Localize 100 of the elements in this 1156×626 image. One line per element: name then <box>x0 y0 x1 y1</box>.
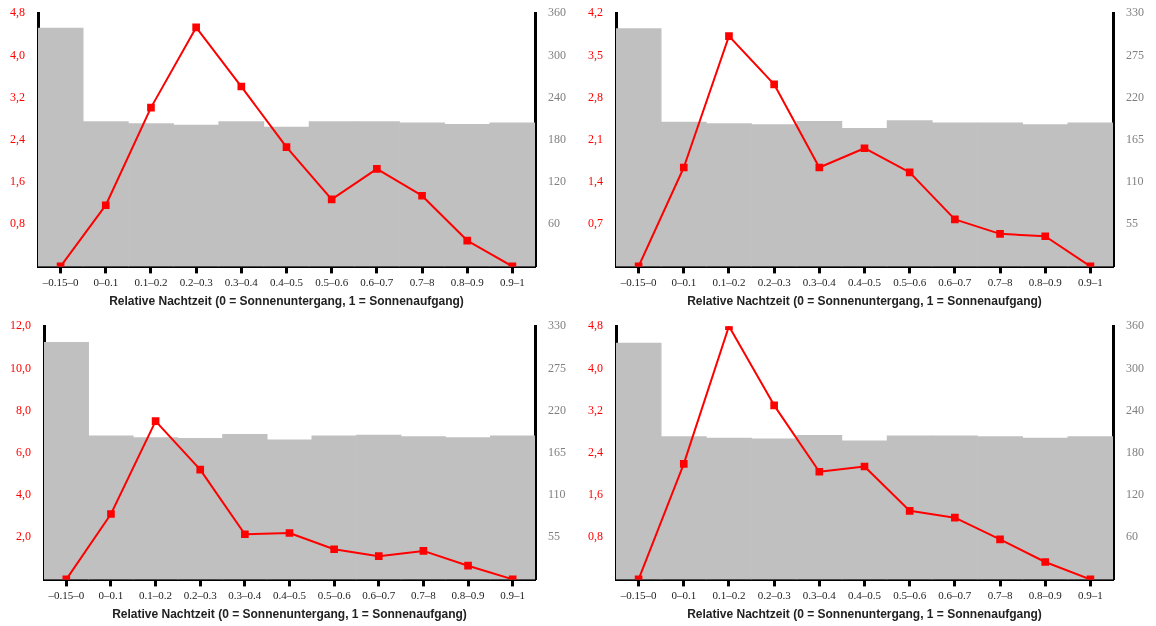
point <box>330 545 338 554</box>
y-tick-label: 1,6 <box>10 174 25 189</box>
y-tick-label: 4,0 <box>16 487 31 502</box>
point <box>147 103 155 112</box>
x-tick-label: 0.7–8 <box>409 275 435 288</box>
y2-tick-label: 60 <box>548 216 560 231</box>
point <box>241 530 249 539</box>
point <box>1041 558 1050 566</box>
point <box>151 417 160 425</box>
x-tick-label: –0.15–0 <box>619 275 657 288</box>
x-tick-label: 0.2–0.3 <box>183 588 218 601</box>
x-tick-label: 0.6–0.7 <box>360 275 394 288</box>
x-tick-label: 0.8–0.9 <box>450 275 485 288</box>
y2-tick-label: 165 <box>548 444 566 459</box>
x-tick-label: 0.3–0.4 <box>228 588 262 601</box>
point <box>464 561 472 570</box>
y-tick-label: 12,0 <box>10 318 31 333</box>
x-tick-label: 0–0.1 <box>671 275 697 288</box>
y2-tick-label: 360 <box>1126 318 1144 333</box>
point <box>107 510 115 518</box>
y2-tick-label: 360 <box>548 5 566 20</box>
point <box>282 143 291 152</box>
y-tick-label: 3,2 <box>10 89 25 104</box>
y-tick-label: 4,0 <box>10 47 25 62</box>
x-tick-label: 0.3–0.4 <box>802 275 837 288</box>
x-tick-label: 0.4–0.5 <box>848 588 882 601</box>
point <box>951 215 959 224</box>
x-axis-title: Relative Nachtzeit (0 = Sonnenuntergang, 1 = Sonnenaufgang) <box>687 607 1042 622</box>
y2-tick-label: 110 <box>1126 174 1144 189</box>
y2-tick-label: 275 <box>548 360 566 375</box>
point <box>815 163 824 172</box>
y-tick-label: 6,0 <box>16 444 31 459</box>
x-tick-label: 0.7–8 <box>987 275 1013 288</box>
y-tick-label: 2,4 <box>588 444 603 459</box>
y2-tick-label: 240 <box>548 89 566 104</box>
x-tick-label: 0.9–1 <box>1078 275 1103 288</box>
x-tick-label: –0.15–0 <box>47 588 85 601</box>
point <box>905 168 914 177</box>
point <box>237 82 246 91</box>
y-tick-label: 1,6 <box>588 487 603 502</box>
x-tick-label: 0.1–0.2 <box>134 275 168 288</box>
x-tick-label: 0.2–0.3 <box>757 275 792 288</box>
y2-tick-label: 330 <box>1126 5 1144 20</box>
y2-tick-label: 120 <box>1126 487 1144 502</box>
x-tick-label: 0.6–0.7 <box>362 588 396 601</box>
y-tick-label: 2,4 <box>10 131 25 146</box>
y-tick-label: 4,2 <box>588 5 603 20</box>
x-tick-label: 0.9–1 <box>500 588 526 601</box>
y2-tick-label: 180 <box>1126 444 1144 459</box>
point <box>679 163 688 172</box>
x-tick-label: 0.6–0.7 <box>938 275 972 288</box>
point <box>418 191 426 200</box>
x-tick-label: 0.8–0.9 <box>1028 275 1063 288</box>
point <box>951 513 959 522</box>
x-tick-label: 0.4–0.5 <box>270 275 304 288</box>
point <box>196 465 205 474</box>
point <box>679 460 688 468</box>
y-tick-label: 8,0 <box>16 402 31 417</box>
y-tick-label: 10,0 <box>10 360 31 375</box>
point <box>770 401 778 410</box>
x-tick-label: 0.4–0.5 <box>273 588 307 601</box>
point <box>815 467 824 476</box>
y2-tick-label: 165 <box>1126 131 1144 146</box>
point <box>192 23 200 32</box>
y2-tick-label: 220 <box>548 402 566 417</box>
x-tick-label: 0.2–0.3 <box>179 275 214 288</box>
x-tick-label: 0.3–0.4 <box>802 588 837 601</box>
x-axis-title: Relative Nachtzeit (0 = Sonnenuntergang, 1 = Sonnenaufgang) <box>687 294 1042 309</box>
x-tick-label: 0.9–1 <box>500 275 525 288</box>
x-tick-label: 0.1–0.2 <box>139 588 173 601</box>
y-tick-label: 3,2 <box>588 402 603 417</box>
x-tick-label: 0–0.1 <box>98 588 124 601</box>
y-tick-label: 4,8 <box>588 318 603 333</box>
y-tick-label: 1,4 <box>588 174 603 189</box>
x-tick-label: 0.8–0.9 <box>1028 588 1063 601</box>
y2-tick-label: 55 <box>548 529 560 544</box>
y2-tick-label: 300 <box>548 47 566 62</box>
x-tick-label: 0.2–0.3 <box>757 588 792 601</box>
x-tick-label: 0.8–0.9 <box>451 588 486 601</box>
point <box>996 230 1004 238</box>
x-tick-label: –0.15–0 <box>619 588 657 601</box>
x-tick-label: 0.3–0.4 <box>224 275 259 288</box>
y-tick-label: 0,8 <box>10 216 25 231</box>
y-tick-label: 2,0 <box>16 529 31 544</box>
y2-tick-label: 330 <box>548 318 566 333</box>
point <box>373 164 381 173</box>
y2-tick-label: 180 <box>548 131 566 146</box>
y-tick-label: 0,8 <box>588 529 603 544</box>
y2-tick-label: 220 <box>1126 89 1144 104</box>
x-tick-label: 0.1–0.2 <box>712 275 746 288</box>
x-tick-label: 0.1–0.2 <box>712 588 746 601</box>
x-tick-label: 0.5–0.6 <box>893 275 927 288</box>
point <box>285 529 294 537</box>
y-tick-label: 2,1 <box>588 131 603 146</box>
point <box>996 535 1004 544</box>
x-tick-label: –0.15–0 <box>41 275 79 288</box>
point <box>463 236 472 245</box>
x-tick-label: 0.5–0.6 <box>317 588 352 601</box>
point <box>860 144 869 153</box>
x-axis-title: Relative Nachtzeit (0 = Sonnenuntergang, 1 = Sonnenaufgang) <box>109 294 464 309</box>
